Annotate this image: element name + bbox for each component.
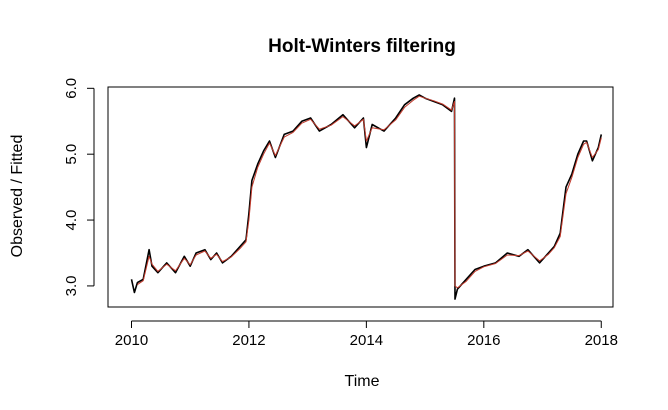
x-tick-label: 2010 — [115, 332, 148, 349]
y-tick-label: 5.0 — [63, 144, 80, 165]
y-tick-label: 3.0 — [63, 275, 80, 296]
plot-frame — [107, 86, 614, 308]
x-axis-label: Time — [345, 373, 380, 390]
x-tick-label: 2012 — [232, 332, 265, 349]
series-layer — [130, 94, 603, 300]
chart-title: Holt-Winters filtering — [268, 36, 456, 57]
x-tick-label: 2016 — [467, 332, 500, 349]
y-tick-label: 4.0 — [63, 210, 80, 231]
x-axis: 2010 2012 2014 2016 2018 — [115, 320, 618, 349]
observed-series-line — [130, 94, 603, 300]
y-axis: 3.0 4.0 5.0 6.0 — [63, 78, 95, 296]
y-tick-label: 6.0 — [63, 78, 80, 99]
x-tick-label: 2014 — [350, 332, 383, 349]
y-axis-label: Observed / Fitted — [9, 135, 26, 258]
x-tick-label: 2018 — [585, 332, 618, 349]
fitted-series-line — [137, 95, 602, 289]
